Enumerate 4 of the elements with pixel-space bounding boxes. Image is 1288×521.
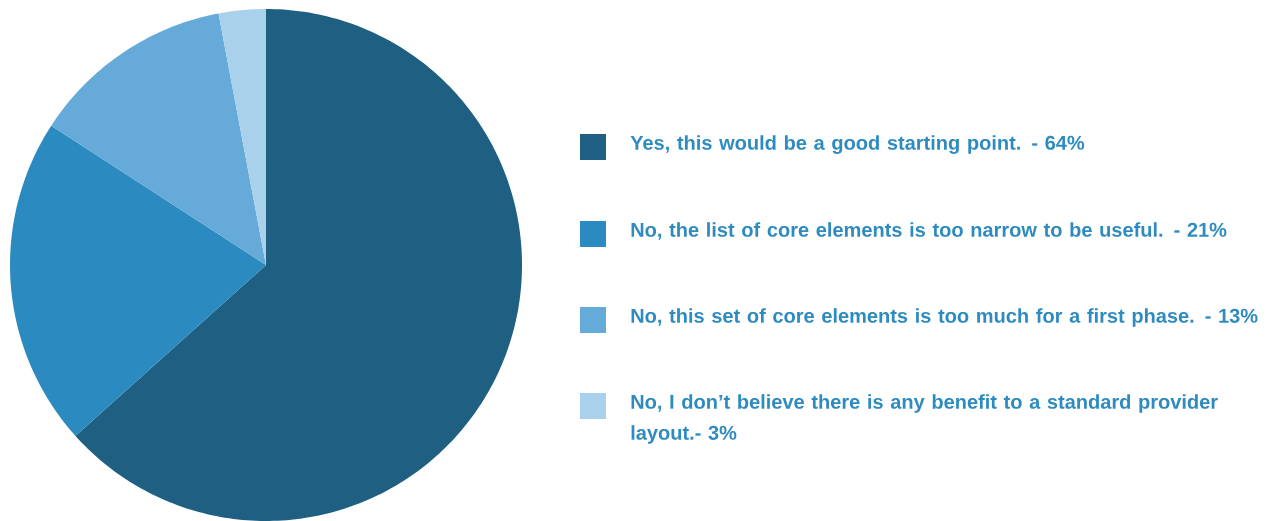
legend-label: No, the list of core elements is too narrow to be useful. - 21%: [631, 222, 1227, 240]
legend-label: No, I don’t believe there is any benefit to a standard provider layout.- 3%: [631, 394, 1218, 444]
legend-label: No, this set of core elements is too much for a first phase. - 13%: [631, 308, 1258, 327]
legend-label: Yes, this would be a good starting point. - 64%: [630, 135, 1085, 154]
